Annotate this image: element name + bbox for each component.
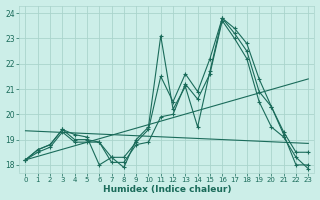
X-axis label: Humidex (Indice chaleur): Humidex (Indice chaleur) xyxy=(103,185,231,194)
